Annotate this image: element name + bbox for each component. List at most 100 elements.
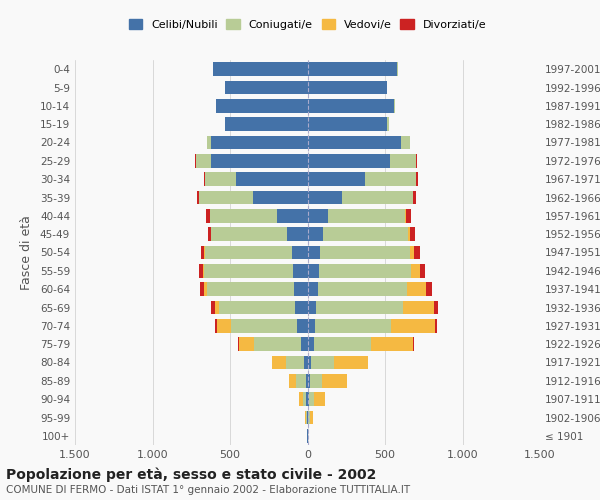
Bar bbox=[305, 374, 308, 388]
Bar bbox=[286, 356, 304, 370]
Bar bbox=[303, 392, 306, 406]
Bar bbox=[199, 264, 203, 278]
Bar bbox=[408, 228, 410, 241]
Bar bbox=[308, 374, 310, 388]
Bar bbox=[317, 282, 407, 296]
Bar bbox=[320, 246, 410, 260]
Bar bbox=[410, 264, 420, 278]
Bar bbox=[434, 300, 439, 314]
Bar bbox=[308, 209, 328, 222]
Bar bbox=[415, 246, 420, 260]
Bar bbox=[208, 228, 211, 241]
Bar bbox=[298, 319, 308, 332]
Bar bbox=[334, 356, 368, 370]
Bar bbox=[217, 319, 231, 332]
Bar bbox=[277, 209, 308, 222]
Bar bbox=[308, 246, 320, 260]
Bar bbox=[365, 172, 416, 186]
Text: Popolazione per età, sesso e stato civile - 2002: Popolazione per età, sesso e stato civil… bbox=[6, 468, 376, 482]
Bar bbox=[407, 282, 426, 296]
Bar bbox=[213, 62, 308, 76]
Bar bbox=[308, 410, 310, 424]
Bar bbox=[207, 282, 293, 296]
Bar bbox=[341, 190, 413, 204]
Bar bbox=[314, 392, 325, 406]
Bar bbox=[309, 392, 314, 406]
Bar bbox=[211, 136, 308, 149]
Bar bbox=[272, 356, 286, 370]
Bar bbox=[308, 392, 309, 406]
Bar bbox=[238, 338, 239, 351]
Bar bbox=[203, 264, 205, 278]
Bar bbox=[416, 154, 417, 168]
Bar bbox=[306, 392, 308, 406]
Bar bbox=[215, 300, 219, 314]
Bar bbox=[211, 300, 215, 314]
Bar bbox=[205, 172, 236, 186]
Bar bbox=[308, 80, 386, 94]
Bar bbox=[196, 154, 211, 168]
Bar bbox=[305, 410, 306, 424]
Bar bbox=[301, 338, 308, 351]
Bar bbox=[308, 300, 316, 314]
Bar bbox=[308, 118, 386, 131]
Bar bbox=[215, 319, 217, 332]
Legend: Celibi/Nubili, Coniugati/e, Vedovi/e, Divorziati/e: Celibi/Nubili, Coniugati/e, Vedovi/e, Di… bbox=[125, 16, 490, 33]
Bar bbox=[293, 282, 308, 296]
Bar bbox=[401, 136, 410, 149]
Bar bbox=[308, 264, 319, 278]
Bar bbox=[308, 172, 365, 186]
Bar bbox=[308, 228, 323, 241]
Bar bbox=[308, 154, 389, 168]
Bar bbox=[434, 319, 437, 332]
Bar bbox=[224, 118, 226, 131]
Bar bbox=[308, 356, 311, 370]
Bar bbox=[319, 264, 410, 278]
Bar bbox=[299, 392, 303, 406]
Bar bbox=[308, 99, 394, 112]
Bar bbox=[410, 228, 415, 241]
Bar bbox=[210, 209, 277, 222]
Bar bbox=[308, 62, 397, 76]
Bar bbox=[426, 282, 431, 296]
Bar bbox=[416, 172, 418, 186]
Bar bbox=[289, 374, 296, 388]
Text: COMUNE DI FERMO - Dati ISTAT 1° gennaio 2002 - Elaborazione TUTTITALIA.IT: COMUNE DI FERMO - Dati ISTAT 1° gennaio … bbox=[6, 485, 410, 495]
Bar bbox=[323, 228, 408, 241]
Bar bbox=[216, 99, 308, 112]
Bar bbox=[314, 338, 371, 351]
Bar bbox=[328, 209, 405, 222]
Bar bbox=[254, 338, 301, 351]
Bar bbox=[311, 356, 334, 370]
Bar bbox=[371, 338, 413, 351]
Bar bbox=[200, 246, 205, 260]
Bar bbox=[306, 410, 307, 424]
Bar bbox=[310, 374, 322, 388]
Bar bbox=[205, 246, 292, 260]
Bar bbox=[239, 338, 254, 351]
Y-axis label: Fasce di età: Fasce di età bbox=[20, 215, 33, 290]
Bar bbox=[315, 319, 391, 332]
Bar bbox=[410, 246, 415, 260]
Bar bbox=[293, 264, 308, 278]
Bar bbox=[200, 282, 205, 296]
Bar bbox=[386, 118, 389, 131]
Bar bbox=[405, 209, 406, 222]
Bar bbox=[308, 190, 341, 204]
Bar bbox=[197, 190, 199, 204]
Bar bbox=[292, 246, 308, 260]
Bar bbox=[308, 319, 315, 332]
Bar bbox=[211, 154, 308, 168]
Bar bbox=[205, 282, 207, 296]
Bar bbox=[199, 190, 253, 204]
Bar bbox=[226, 80, 308, 94]
Bar bbox=[207, 136, 211, 149]
Bar bbox=[406, 209, 410, 222]
Bar bbox=[316, 300, 403, 314]
Bar bbox=[231, 319, 298, 332]
Bar bbox=[308, 282, 317, 296]
Bar bbox=[295, 300, 308, 314]
Bar bbox=[413, 190, 416, 204]
Bar bbox=[287, 228, 308, 241]
Bar bbox=[310, 410, 313, 424]
